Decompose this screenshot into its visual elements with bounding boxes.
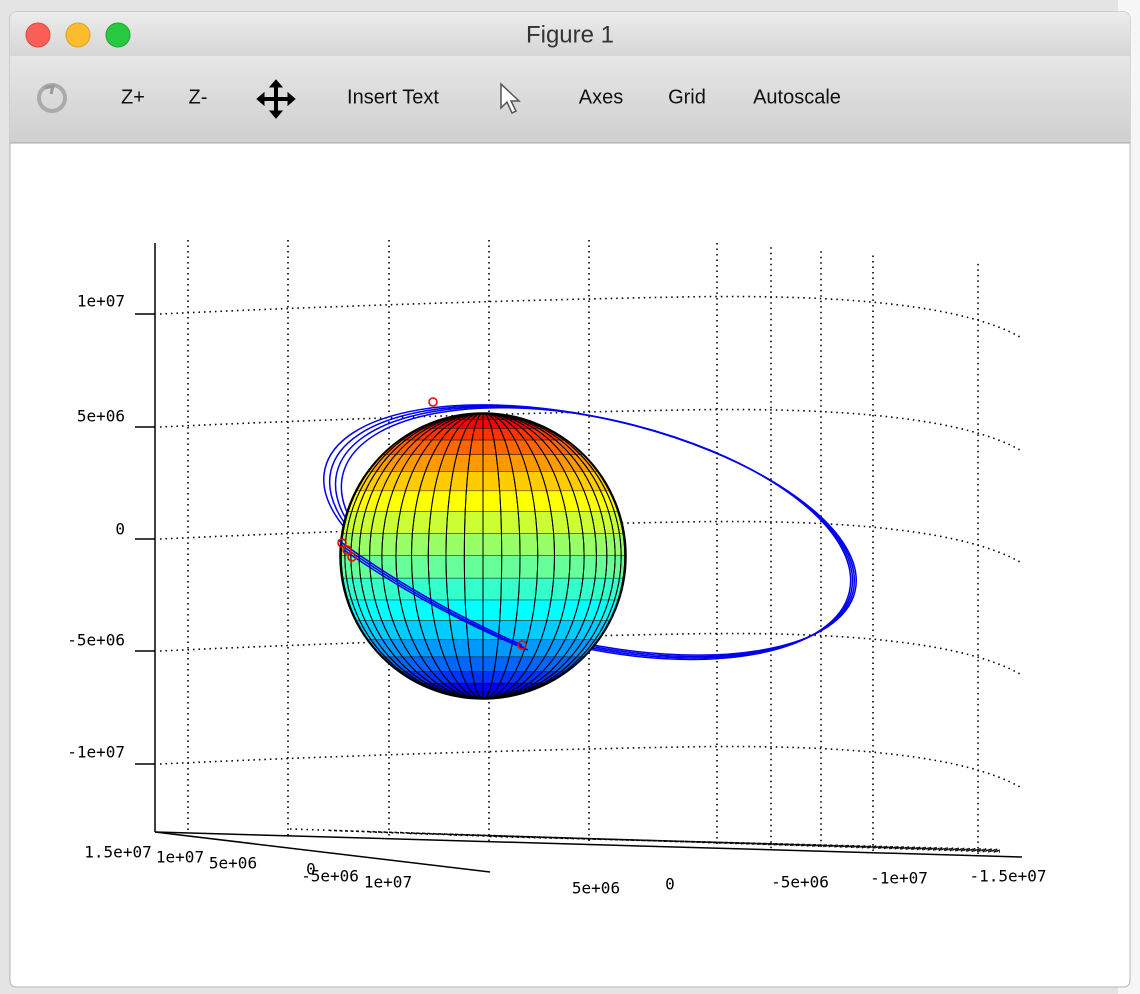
axes-button[interactable]: Axes [579, 86, 623, 108]
y-tick-label: 1e+07 [364, 873, 412, 892]
select-icon[interactable] [500, 82, 521, 115]
sphere-meridian [427, 413, 539, 699]
x-tick-label: -1e+07 [870, 869, 928, 888]
sphere-meridian [358, 413, 608, 699]
z-tick-label: 0 [115, 520, 125, 539]
sphere-band [340, 657, 626, 673]
sphere-band [340, 692, 626, 698]
zoom-in-button[interactable]: Z+ [121, 86, 145, 108]
orbit-front [337, 539, 529, 651]
title-bar [10, 12, 1130, 56]
sphere-band [340, 640, 626, 658]
y-tick-label: 1.5e+07 [84, 843, 151, 862]
sphere-meridian [340, 413, 626, 699]
window-title: Figure 1 [526, 21, 614, 48]
z-tick-label: 1e+07 [77, 292, 125, 311]
toolbar [10, 56, 1130, 143]
sphere-band [340, 414, 626, 421]
sphere-meridian [344, 413, 622, 699]
zoom-out-button[interactable]: Z- [189, 86, 208, 108]
sphere-meridian [463, 413, 503, 699]
sphere-meridian [411, 413, 555, 699]
y-tick-label: 1e+07 [156, 848, 204, 867]
sphere-band [340, 511, 626, 535]
zoom-button[interactable] [105, 22, 131, 48]
y-tick-label: -5e+06 [301, 867, 359, 886]
sphere-band [340, 683, 626, 693]
sphere-band [340, 471, 626, 492]
y-tick-label: 5e+06 [209, 854, 257, 873]
markers [337, 397, 527, 650]
pan-icon[interactable] [256, 79, 296, 119]
sphere-meridian [369, 413, 597, 699]
close-button[interactable] [25, 22, 51, 48]
sphere [340, 413, 626, 699]
z-tick-label: -1e+07 [67, 743, 125, 762]
axes [135, 243, 1023, 873]
z-tick-label: -5e+06 [67, 631, 125, 650]
y-tick-label: 0 [306, 860, 316, 879]
x-tick-label: -1.5e+07 [969, 867, 1046, 886]
x-tick-label: 0 [665, 875, 675, 894]
sphere-band [340, 578, 626, 601]
sphere-meridian [445, 413, 521, 699]
sphere-meridian [395, 413, 571, 699]
insert-text-button[interactable]: Insert Text [347, 86, 439, 108]
floor-grid-line [449, 834, 1001, 851]
minimize-button[interactable] [65, 22, 91, 48]
x-tick-label: 5e+06 [572, 879, 620, 898]
grid-button[interactable]: Grid [668, 86, 706, 108]
sphere-meridian [381, 413, 585, 699]
sphere-band [340, 440, 626, 456]
sphere-band [340, 697, 626, 699]
rotate-icon[interactable] [37, 83, 67, 113]
z-tick-label: 5e+06 [77, 407, 125, 426]
sphere-meridian [350, 413, 616, 699]
sphere-band [340, 454, 626, 473]
sphere-outline [339, 412, 627, 700]
autoscale-button[interactable]: Autoscale [753, 86, 841, 108]
sphere-band [340, 413, 626, 416]
sphere-band [340, 491, 626, 513]
floor-grid-line [369, 831, 1001, 852]
sphere-band [340, 600, 626, 622]
x-tick-label: -5e+06 [771, 873, 829, 892]
sphere-band [340, 419, 626, 430]
